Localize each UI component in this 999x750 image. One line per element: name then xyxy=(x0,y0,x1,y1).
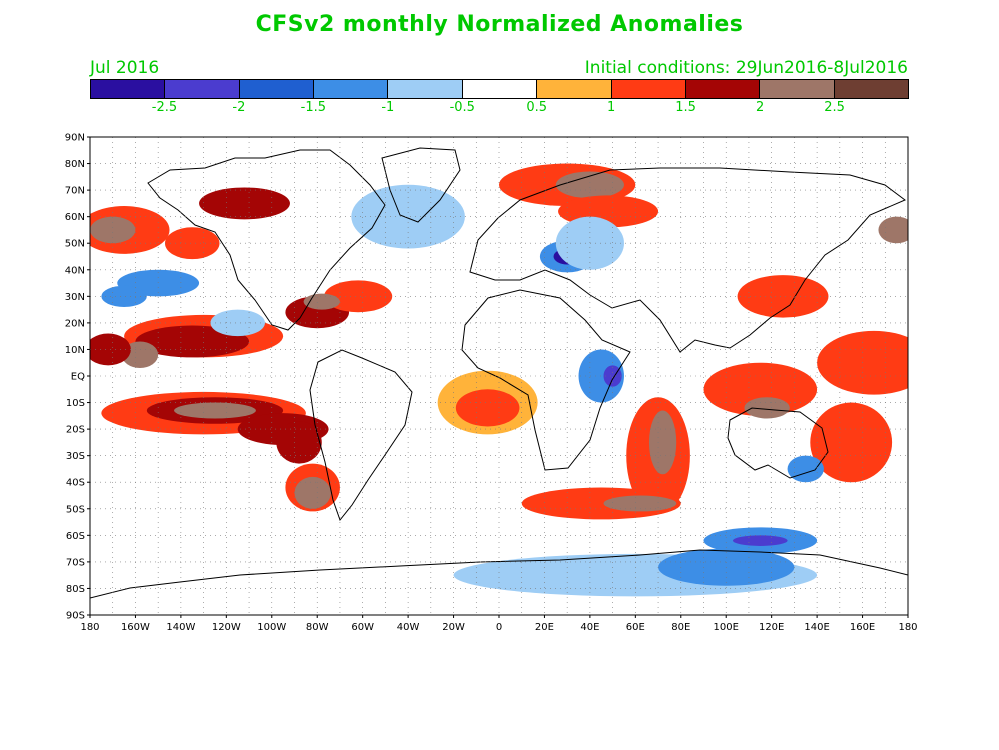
anomaly-region xyxy=(733,535,788,546)
longitude-label: 60W xyxy=(351,622,374,633)
valid-month-label: Jul 2016 xyxy=(90,58,160,78)
latitude-label: 40N xyxy=(65,265,85,276)
anomaly-region xyxy=(276,421,322,464)
legend-swatch xyxy=(314,80,389,98)
anomaly-region xyxy=(90,333,131,366)
color-legend-labels: -2.5 -2 -1.5 -1 -0.5 0.5 1 1.5 2 2.5 xyxy=(90,100,909,118)
legend-tick-label: -1 xyxy=(381,100,395,115)
latitude-label: 60N xyxy=(65,212,85,223)
longitude-label: 100W xyxy=(257,622,286,633)
legend-tick-label: -1.5 xyxy=(300,100,327,115)
anomaly-region xyxy=(455,389,520,427)
latitude-label: 80S xyxy=(66,584,85,595)
legend-swatch xyxy=(388,80,463,98)
anomaly-region xyxy=(164,227,220,260)
coastlines xyxy=(90,147,908,599)
anomaly-region xyxy=(555,216,624,270)
latitude-label: 20S xyxy=(66,425,85,436)
latitude-labels: 90N 80N 70N 60N 50N 40N 30N 20N 10N EQ 10S 20S 30S 40… xyxy=(65,133,90,622)
longitude-label: 160W xyxy=(121,622,150,633)
chart-title: CFSv2 monthly Normalized Anomalies xyxy=(255,12,744,37)
longitude-labels: 180 160W 140W 120W 100W 80W 60W 40W 20W 0 20E 40E 60… xyxy=(80,615,918,633)
latitude-label: 30N xyxy=(65,292,85,303)
latitude-label: 50S xyxy=(66,504,85,515)
anomaly-region xyxy=(303,293,340,310)
longitude-label: 180 xyxy=(80,622,99,633)
anomaly-region xyxy=(703,362,818,416)
legend-tick-label: 2 xyxy=(755,100,765,115)
anomaly-region xyxy=(648,410,677,475)
longitude-label: 120E xyxy=(759,622,784,633)
longitude-label: 20E xyxy=(535,622,554,633)
legend-swatch xyxy=(760,80,835,98)
legend-tick-label: 0.5 xyxy=(526,100,548,115)
longitude-label: 100E xyxy=(714,622,739,633)
anomaly-region xyxy=(294,476,331,509)
legend-swatch xyxy=(834,80,908,98)
latitude-label: 30S xyxy=(66,451,85,462)
legend-swatch xyxy=(685,80,761,98)
legend-swatch xyxy=(91,80,166,98)
latitude-label: 50N xyxy=(65,239,85,250)
anomaly-region xyxy=(199,187,290,220)
anomaly-region xyxy=(324,280,393,313)
latitude-label: 70N xyxy=(65,186,85,197)
anomaly-region xyxy=(101,285,147,307)
anomaly-region xyxy=(90,216,136,244)
latitude-label: EQ xyxy=(71,372,85,383)
longitude-label: 80W xyxy=(306,622,329,633)
latitude-label: 80N xyxy=(65,159,85,170)
longitude-label: 40W xyxy=(397,622,420,633)
legend-swatch xyxy=(165,80,240,98)
longitude-label: 0 xyxy=(496,622,502,633)
latitude-label: 90S xyxy=(66,611,85,622)
anomaly-region xyxy=(787,455,824,483)
legend-tick-label: 2.5 xyxy=(824,100,845,115)
anomaly-region xyxy=(810,402,893,483)
anomaly-region xyxy=(210,309,265,337)
legend-swatch xyxy=(537,80,612,98)
anomaly-region xyxy=(351,184,465,249)
anomaly-region xyxy=(521,487,681,520)
anomaly-region xyxy=(121,341,159,369)
legend-tick-label: -2.5 xyxy=(151,100,178,115)
latitude-label: 70S xyxy=(66,557,85,568)
legend-tick-label: 1.5 xyxy=(675,100,696,115)
latitude-label: 90N xyxy=(65,133,85,144)
anomaly-region xyxy=(878,216,908,244)
legend-tick-label: -2 xyxy=(232,100,246,115)
anomaly-region xyxy=(817,330,908,395)
legend-swatch xyxy=(239,80,315,98)
longitude-label: 40E xyxy=(580,622,599,633)
anomaly-region xyxy=(174,402,256,419)
longitude-label: 20W xyxy=(442,622,465,633)
longitude-label: 140E xyxy=(804,622,829,633)
legend-swatch xyxy=(611,80,686,98)
latitude-label: 10N xyxy=(65,345,85,356)
latitude-label: 20N xyxy=(65,318,85,329)
longitude-label: 60E xyxy=(626,622,645,633)
latitude-label: 60S xyxy=(66,531,85,542)
color-legend-bar xyxy=(90,79,909,99)
latitude-label: 10S xyxy=(66,398,85,409)
longitude-label: 120W xyxy=(212,622,241,633)
longitude-label: 160E xyxy=(850,622,875,633)
initial-conditions-label: Initial conditions: 29Jun2016-8Jul2016 xyxy=(584,58,908,78)
longitude-label: 140W xyxy=(166,622,195,633)
legend-swatch xyxy=(462,80,538,98)
anomaly-region xyxy=(737,275,829,318)
anomaly-region xyxy=(555,171,624,199)
legend-tick-label: 1 xyxy=(607,100,616,115)
anomaly-region xyxy=(603,365,622,387)
latitude-label: 40S xyxy=(66,478,85,489)
longitude-label: 180 xyxy=(898,622,917,633)
longitude-label: 80E xyxy=(671,622,690,633)
legend-tick-label: -0.5 xyxy=(449,100,475,115)
